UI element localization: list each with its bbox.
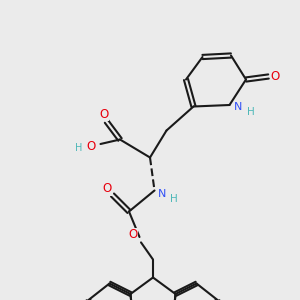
Text: O: O <box>128 228 137 241</box>
Text: N: N <box>158 189 166 199</box>
Text: O: O <box>86 140 95 153</box>
Text: O: O <box>99 107 108 121</box>
Text: H: H <box>170 194 178 205</box>
Text: H: H <box>75 143 82 153</box>
Text: N: N <box>234 101 243 112</box>
Text: H: H <box>247 106 255 117</box>
Text: O: O <box>103 182 112 196</box>
Text: O: O <box>271 70 280 83</box>
